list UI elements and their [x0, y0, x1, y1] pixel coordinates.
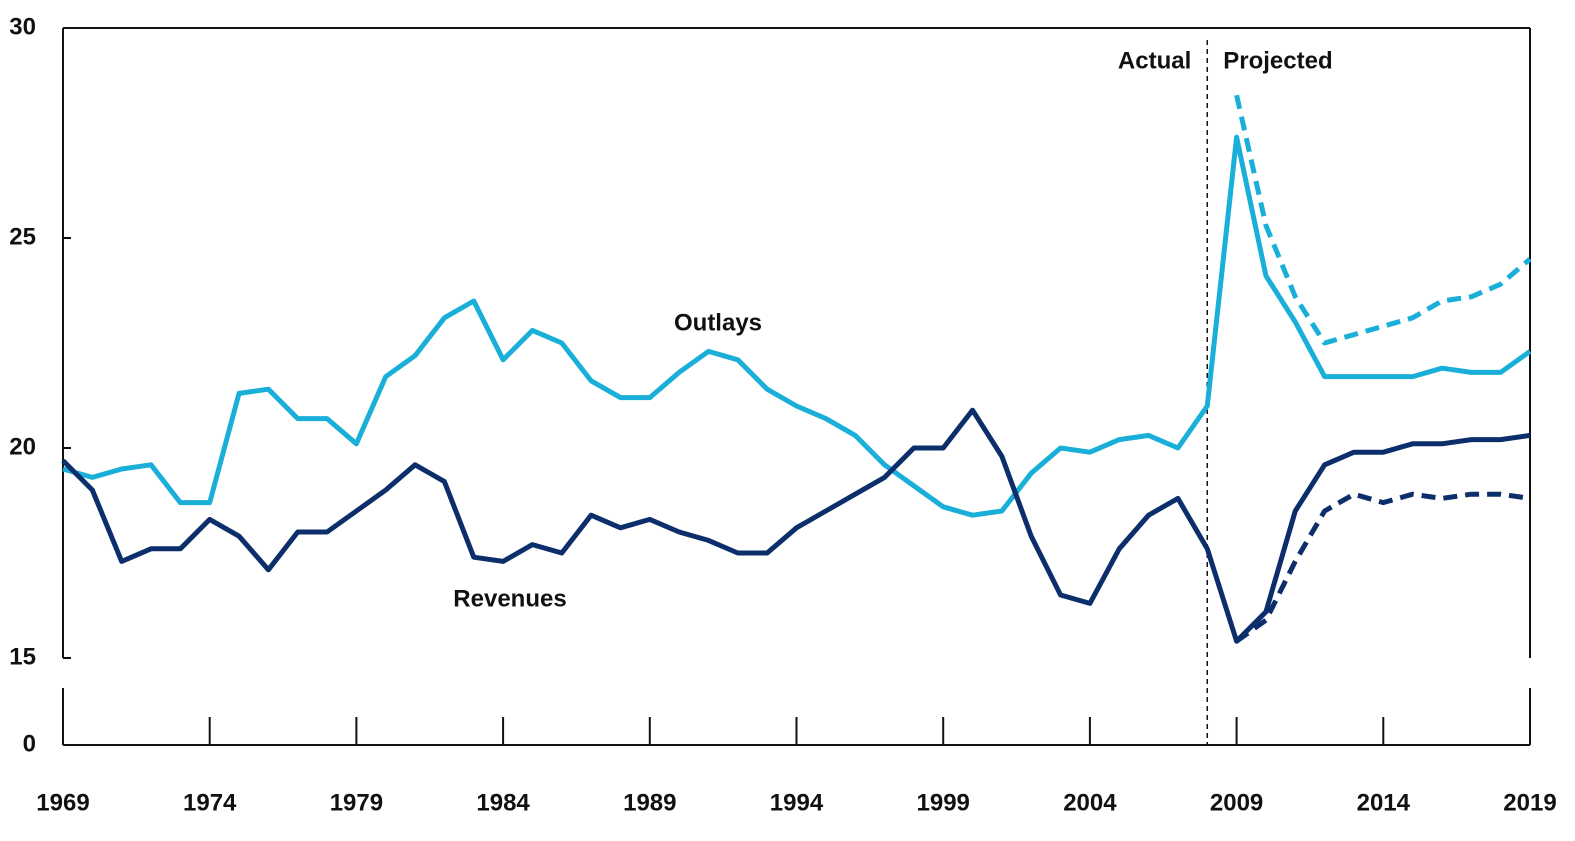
- y-tick-label: 25: [9, 223, 36, 250]
- x-tick-label: 1994: [770, 789, 824, 816]
- x-tick-label: 2009: [1210, 789, 1263, 816]
- y-tick-label: 20: [9, 433, 36, 460]
- y-tick-label: 30: [9, 13, 36, 40]
- x-tick-label: 1989: [623, 789, 676, 816]
- x-tick-label: 1984: [476, 789, 530, 816]
- x-tick-label: 2014: [1357, 789, 1411, 816]
- x-tick-label: 2004: [1063, 789, 1117, 816]
- series-line: [62, 134, 1532, 518]
- y-tick-label: 0: [23, 730, 36, 757]
- projection-line: [1234, 94, 1532, 346]
- x-tick-label: 1979: [330, 789, 383, 816]
- series-label: Revenues: [453, 585, 566, 612]
- annotation: Actual: [1118, 47, 1191, 74]
- series-line: [61, 407, 1531, 644]
- y-tick-label: 15: [9, 643, 36, 670]
- x-tick-label: 1999: [917, 789, 970, 816]
- x-tick-label: 2019: [1503, 789, 1556, 816]
- projection-line: [1235, 491, 1531, 644]
- x-tick-label: 1969: [36, 789, 89, 816]
- annotation: Projected: [1223, 47, 1332, 74]
- series-label: Outlays: [674, 309, 762, 336]
- x-tick-label: 1974: [183, 789, 237, 816]
